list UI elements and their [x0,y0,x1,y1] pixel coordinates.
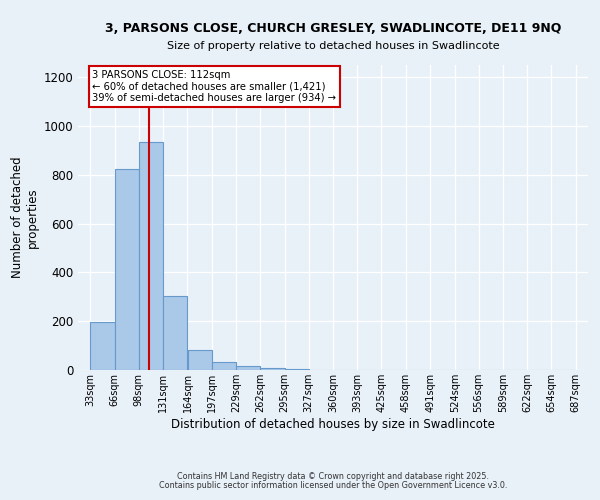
Text: Size of property relative to detached houses in Swadlincote: Size of property relative to detached ho… [167,41,499,51]
Bar [212,362,236,370]
Bar [115,170,139,370]
Bar [91,322,115,370]
Bar [139,142,163,370]
Y-axis label: Number of detached
properties: Number of detached properties [11,156,39,278]
Bar [260,368,284,370]
Text: Contains HM Land Registry data © Crown copyright and database right 2025.: Contains HM Land Registry data © Crown c… [177,472,489,481]
Text: Contains public sector information licensed under the Open Government Licence v3: Contains public sector information licen… [159,481,507,490]
Bar [163,296,187,370]
Text: 3, PARSONS CLOSE, CHURCH GRESLEY, SWADLINCOTE, DE11 9NQ: 3, PARSONS CLOSE, CHURCH GRESLEY, SWADLI… [105,22,561,36]
Text: 3 PARSONS CLOSE: 112sqm
← 60% of detached houses are smaller (1,421)
39% of semi: 3 PARSONS CLOSE: 112sqm ← 60% of detache… [92,70,337,103]
X-axis label: Distribution of detached houses by size in Swadlincote: Distribution of detached houses by size … [171,418,495,430]
Bar [236,366,260,370]
Bar [285,369,309,370]
Bar [188,350,212,370]
